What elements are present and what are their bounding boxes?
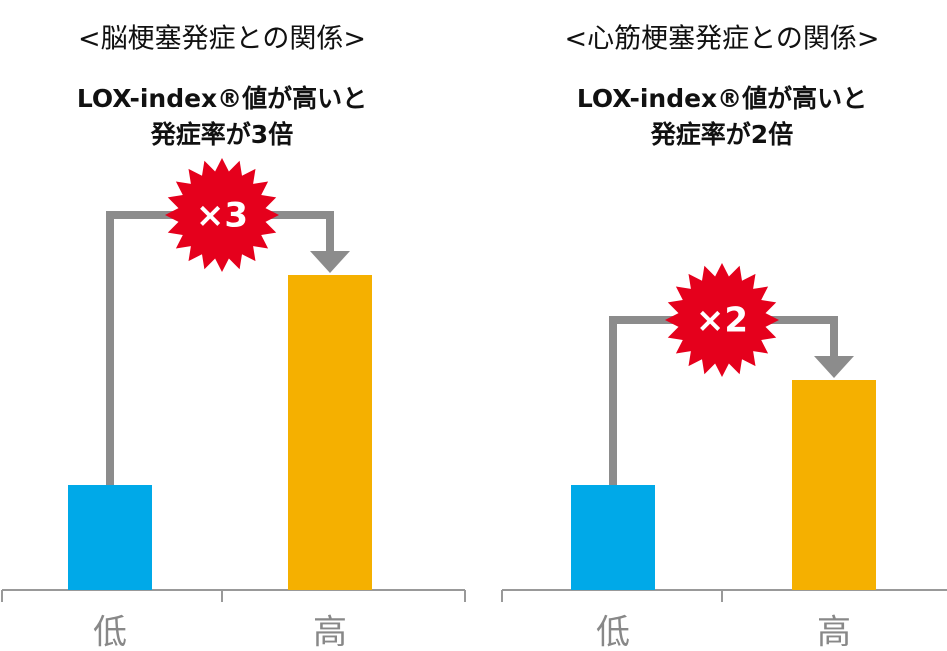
bar bbox=[792, 380, 876, 590]
x-tick-label: 高 bbox=[817, 613, 851, 651]
chart-subtitle: 発症率が2倍 bbox=[650, 120, 793, 149]
chart-subtitle: LOX-index®値が高いと bbox=[77, 84, 367, 113]
x-tick-label: 低 bbox=[93, 613, 127, 651]
arrow-head bbox=[814, 356, 854, 378]
bar bbox=[571, 485, 655, 590]
chart-title: <心筋梗塞発症との関係> bbox=[565, 24, 880, 55]
annotation: ×3 bbox=[196, 196, 248, 236]
bar bbox=[68, 485, 152, 590]
x-tick-label: 高 bbox=[313, 613, 347, 651]
chart-title: <脳梗塞発症との関係> bbox=[78, 24, 366, 55]
annotation: ×2 bbox=[696, 301, 748, 341]
chart-subtitle: 発症率が3倍 bbox=[150, 120, 293, 149]
x-tick-label: 低 bbox=[596, 613, 630, 651]
starburst bbox=[665, 263, 779, 377]
chart-subtitle: LOX-index®値が高いと bbox=[577, 84, 867, 113]
arrow-head bbox=[310, 251, 350, 273]
bar bbox=[288, 275, 372, 590]
starburst bbox=[165, 158, 279, 272]
